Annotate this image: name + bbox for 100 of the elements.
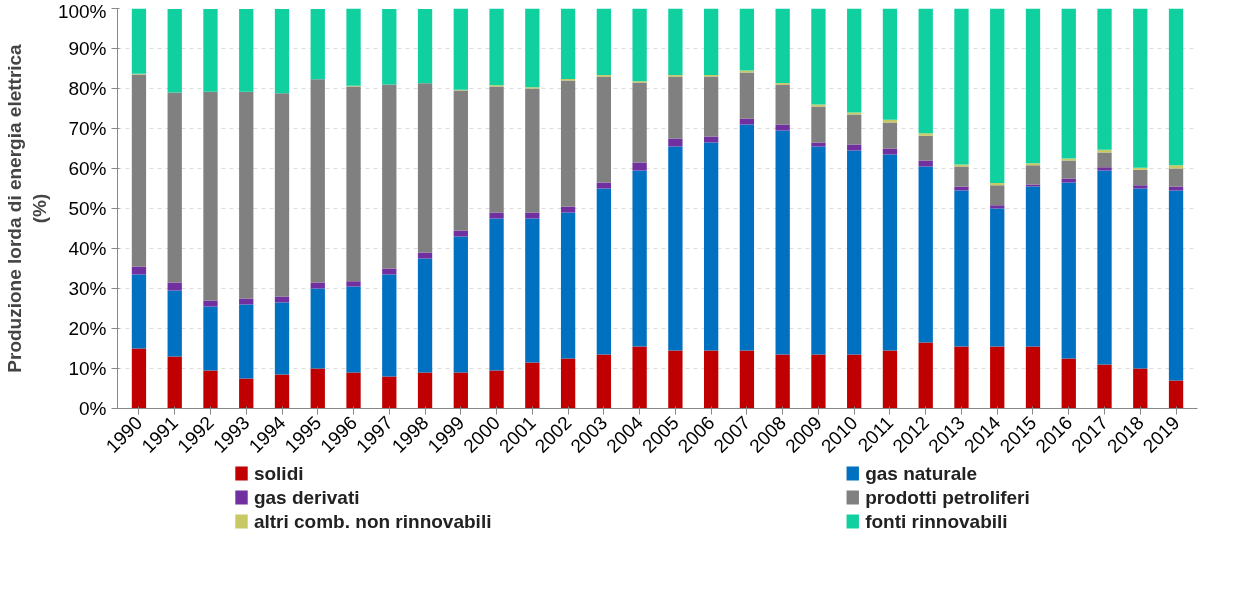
bar	[882, 119, 898, 123]
y-tick-label: 70%	[68, 118, 107, 139]
bar	[310, 79, 325, 283]
bar	[632, 162, 647, 171]
bar	[346, 8, 361, 86]
bar	[417, 83, 433, 253]
bar	[525, 212, 540, 219]
y-tick-label: 90%	[68, 38, 107, 59]
bar	[131, 74, 147, 267]
bar	[918, 133, 933, 136]
bar	[918, 342, 933, 409]
legend-label: fonti rinnovabili	[865, 511, 1008, 532]
bar	[1097, 170, 1112, 365]
bar	[417, 372, 433, 409]
bar	[1025, 165, 1041, 185]
bar	[811, 146, 826, 355]
bar	[1168, 165, 1184, 169]
y-tick-label: 40%	[68, 238, 107, 259]
bar	[239, 298, 254, 305]
bar	[703, 76, 719, 137]
bar	[1133, 185, 1148, 189]
bar	[1168, 8, 1184, 166]
bar	[525, 88, 540, 213]
y-tick-label: 10%	[68, 358, 107, 379]
bar	[668, 8, 683, 75]
bar	[739, 8, 755, 71]
bar	[489, 370, 504, 409]
y-tick-label: 80%	[68, 78, 107, 99]
bar	[1097, 364, 1112, 409]
bar	[310, 368, 325, 409]
bar	[918, 8, 933, 134]
bar	[131, 274, 147, 349]
bar	[954, 190, 969, 347]
bar	[954, 186, 969, 191]
bar	[775, 130, 790, 355]
bar	[1061, 358, 1076, 409]
bar	[203, 8, 218, 92]
bar	[918, 160, 933, 167]
bar	[811, 8, 826, 105]
bar	[703, 136, 719, 143]
bar	[632, 8, 647, 82]
bar	[703, 142, 719, 351]
bar	[739, 124, 755, 351]
bar	[882, 148, 898, 155]
bar	[668, 138, 683, 147]
bar	[990, 205, 1005, 209]
bar	[167, 356, 182, 409]
bar	[596, 188, 612, 355]
bar	[775, 84, 790, 125]
bar	[131, 266, 147, 275]
y-tick-label: 100%	[57, 0, 107, 22]
bar	[739, 70, 755, 73]
bar	[382, 268, 397, 275]
bar	[1168, 168, 1184, 187]
bar	[596, 76, 612, 183]
bar	[203, 370, 218, 409]
bar	[167, 92, 182, 283]
bar	[131, 348, 147, 409]
bar	[274, 302, 290, 375]
legend-label: gas derivati	[253, 487, 360, 508]
bar	[775, 124, 790, 131]
bar	[346, 281, 361, 287]
bar	[739, 72, 755, 119]
bar	[1025, 346, 1041, 409]
bar	[203, 91, 218, 301]
bar	[239, 378, 254, 409]
bar	[596, 182, 612, 189]
bar	[1097, 167, 1112, 171]
bar	[847, 114, 862, 145]
y-tick-label: 20%	[68, 318, 107, 339]
bar	[596, 8, 612, 75]
legend-label: solidi	[253, 463, 304, 484]
bar	[310, 288, 325, 369]
bar	[1133, 188, 1148, 369]
bar	[167, 8, 182, 93]
bar	[847, 150, 862, 355]
bar	[453, 372, 468, 409]
bar	[1133, 167, 1148, 170]
bar	[775, 8, 790, 83]
bar	[489, 8, 504, 86]
bar	[346, 86, 361, 282]
bar	[525, 8, 540, 88]
bar	[775, 354, 790, 409]
bar	[990, 346, 1005, 409]
bar	[560, 80, 576, 207]
bar	[811, 354, 826, 409]
bar	[453, 8, 468, 90]
bar	[668, 146, 683, 351]
bar	[882, 122, 898, 149]
bar	[560, 8, 576, 79]
bar	[668, 76, 683, 139]
bar	[453, 230, 468, 237]
bar	[1025, 186, 1041, 347]
bar	[1168, 380, 1184, 409]
bar	[453, 236, 468, 373]
bar	[167, 282, 182, 291]
bar	[954, 346, 969, 409]
bar	[1097, 8, 1112, 150]
bar	[1061, 160, 1076, 179]
bar	[1168, 190, 1184, 381]
